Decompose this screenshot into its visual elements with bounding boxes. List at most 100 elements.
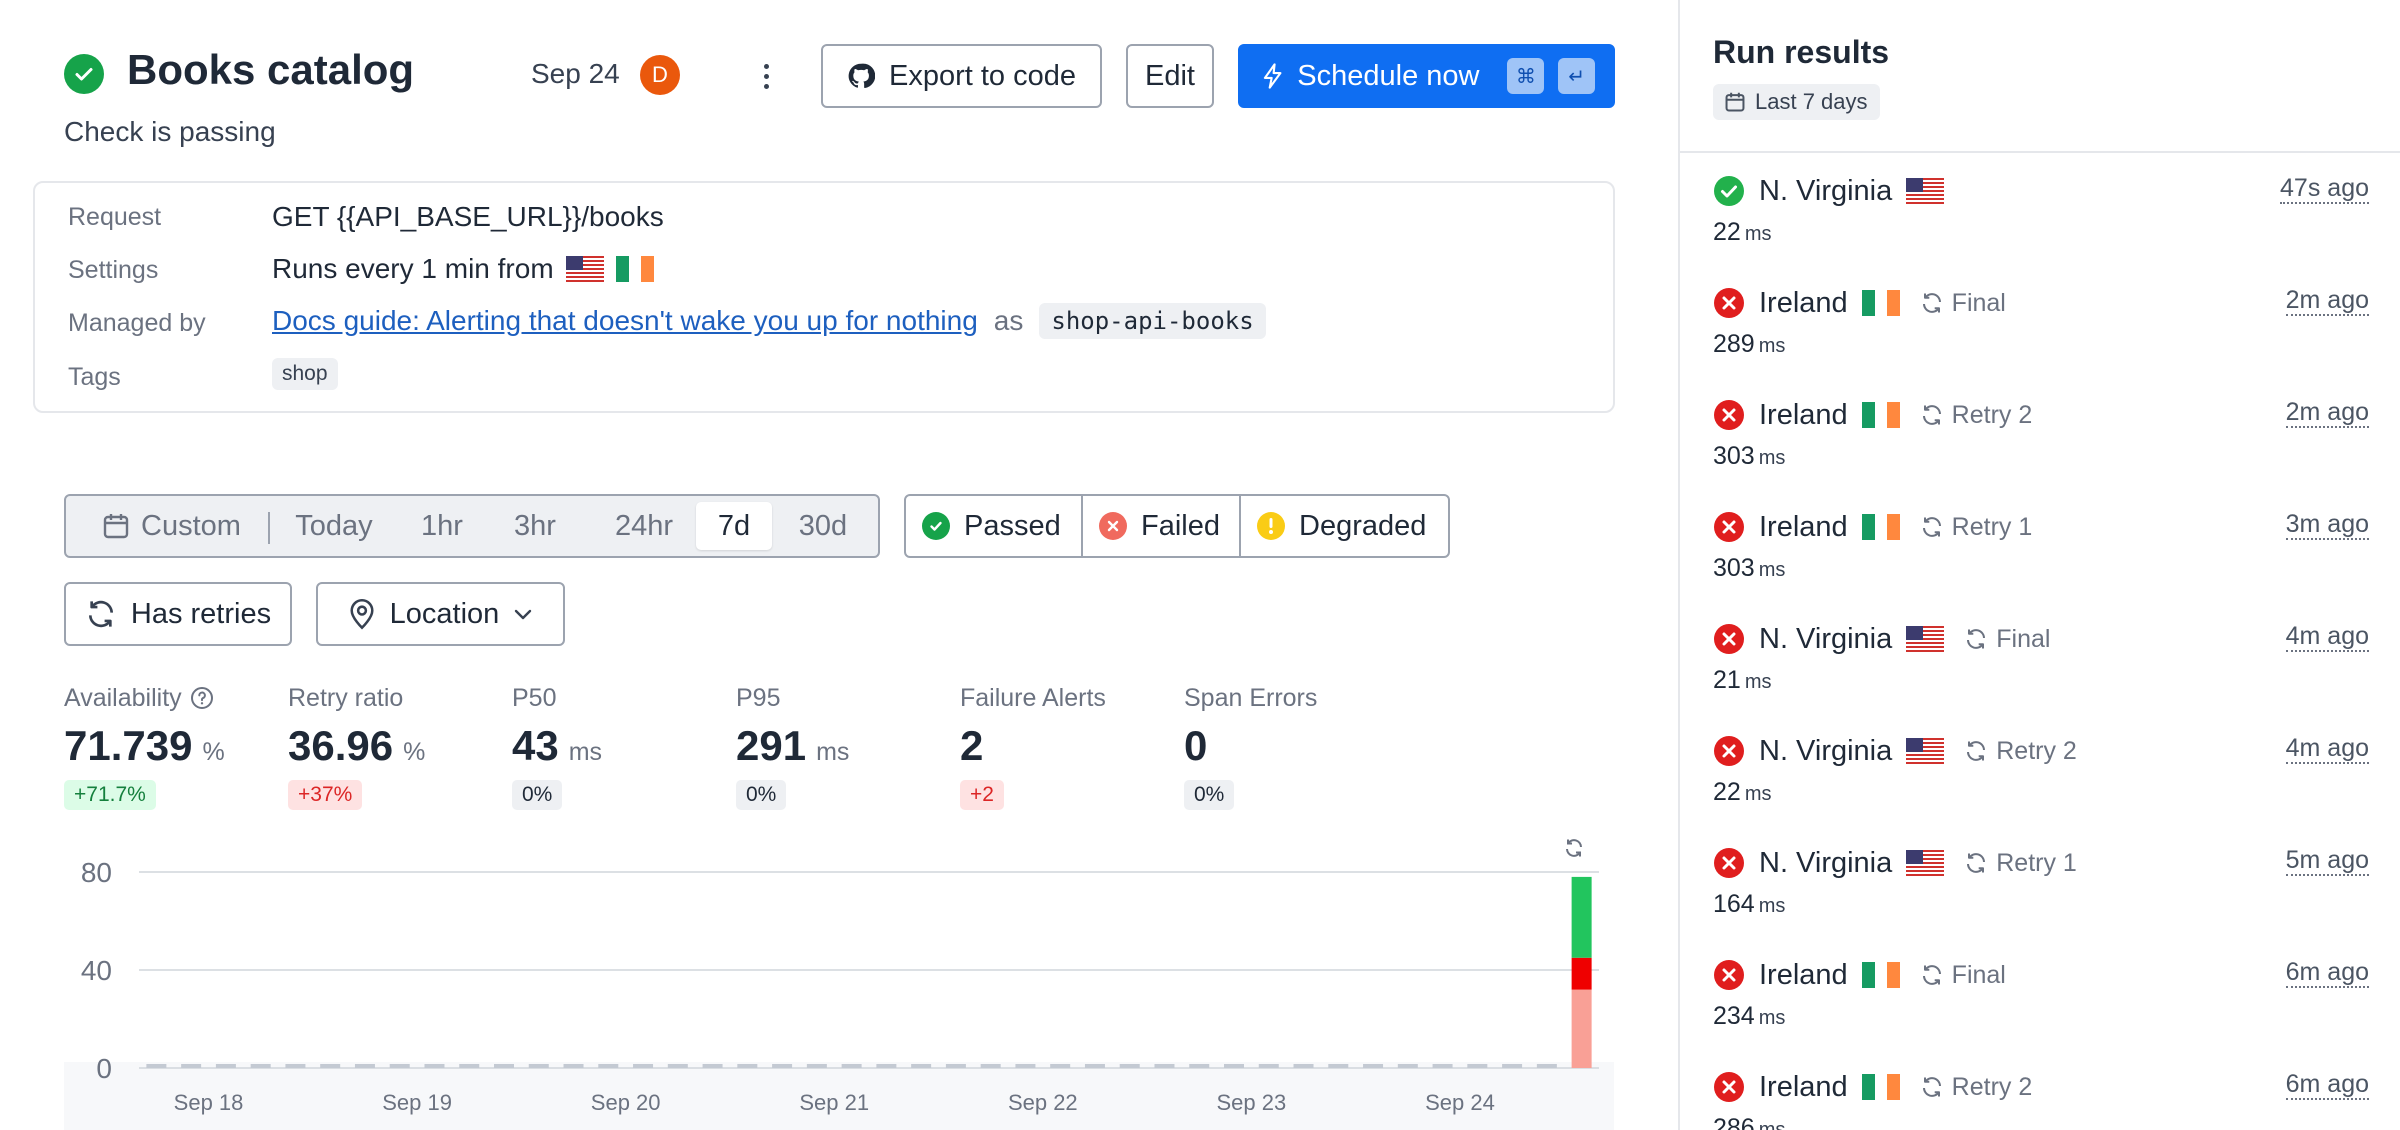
chart-bar-empty[interactable]: [1432, 1064, 1453, 1068]
chart-bar-empty[interactable]: [459, 1064, 480, 1068]
chart-bar-passed[interactable]: [1571, 876, 1592, 958]
run-results-title: Run results: [1713, 34, 1890, 70]
chart-bar-empty[interactable]: [354, 1064, 375, 1068]
chart-bar-empty[interactable]: [1084, 1064, 1105, 1068]
chart-bar-empty[interactable]: [806, 1064, 827, 1068]
run-time-ago[interactable]: 4m ago: [2285, 734, 2369, 764]
run-result-row[interactable]: Ireland Final 6m ago 234 ms: [1713, 958, 2369, 1058]
filter-passed[interactable]: Passed: [906, 496, 1083, 556]
chart-bar-empty[interactable]: [633, 1064, 654, 1068]
avatar[interactable]: D: [640, 55, 680, 95]
chart-bar-empty[interactable]: [146, 1064, 167, 1068]
calendar-icon: [103, 514, 129, 539]
run-result-row[interactable]: Ireland Final 2m ago 289 ms: [1713, 286, 2369, 386]
run-result-row[interactable]: N. Virginia 47s ago 22 ms: [1713, 174, 2369, 274]
chart-bar-empty[interactable]: [424, 1064, 445, 1068]
location-dropdown[interactable]: Location: [316, 582, 565, 646]
chart-bar-empty[interactable]: [1536, 1064, 1557, 1068]
chart-bar-empty[interactable]: [285, 1064, 306, 1068]
range-30d[interactable]: 30d: [798, 509, 848, 542]
run-location: N. Virginia: [1759, 622, 1893, 655]
filter-degraded[interactable]: Degraded: [1241, 496, 1448, 556]
run-duration: 303 ms: [1713, 442, 1785, 471]
chart-bar-empty[interactable]: [598, 1064, 619, 1068]
range-24hr[interactable]: 24hr: [614, 509, 674, 542]
chart-bar-empty[interactable]: [841, 1064, 862, 1068]
metric-value-row: 291 ms: [736, 722, 936, 770]
degraded-icon: [1257, 512, 1285, 540]
metric-label: Availability: [64, 683, 182, 712]
run-time-ago[interactable]: 6m ago: [2285, 958, 2369, 988]
chart-bar-empty[interactable]: [737, 1064, 758, 1068]
chart-bar-empty[interactable]: [876, 1064, 897, 1068]
chart-refresh-icon[interactable]: [1566, 839, 1582, 857]
chart-bar-empty[interactable]: [1258, 1064, 1279, 1068]
chart-bar-empty[interactable]: [1397, 1064, 1418, 1068]
tag-chip[interactable]: shop: [272, 358, 338, 390]
run-duration-value: 22: [1713, 778, 1741, 806]
chart-bar-empty[interactable]: [1502, 1064, 1523, 1068]
run-time-ago[interactable]: 2m ago: [2285, 398, 2369, 428]
metric-value-row: 43 ms: [512, 722, 712, 770]
run-time-ago[interactable]: 4m ago: [2285, 622, 2369, 652]
run-attempt: Retry 2: [1920, 401, 2032, 430]
run-attempt: Final: [1920, 289, 2006, 318]
run-time-ago[interactable]: 3m ago: [2285, 510, 2369, 540]
range-7d[interactable]: 7d: [696, 502, 772, 550]
help-icon[interactable]: [190, 686, 214, 710]
chart-bar-empty[interactable]: [667, 1064, 688, 1068]
run-time-ago[interactable]: 2m ago: [2285, 286, 2369, 316]
chart-bar-empty[interactable]: [250, 1064, 271, 1068]
chart-bar-empty[interactable]: [181, 1064, 202, 1068]
run-result-row[interactable]: Ireland Retry 2 2m ago 303 ms: [1713, 398, 2369, 498]
run-result-row[interactable]: N. Virginia Final 4m ago 21 ms: [1713, 622, 2369, 722]
chart-bar-empty[interactable]: [980, 1064, 1001, 1068]
docs-guide-link[interactable]: Docs guide: Alerting that doesn't wake y…: [272, 305, 978, 336]
run-time-ago[interactable]: 47s ago: [2280, 174, 2369, 204]
chart-bar-empty[interactable]: [563, 1064, 584, 1068]
filter-failed[interactable]: Failed: [1083, 496, 1241, 556]
chart-bar-empty[interactable]: [945, 1064, 966, 1068]
has-retries-button[interactable]: Has retries: [64, 582, 292, 646]
chart-bar-empty[interactable]: [1189, 1064, 1210, 1068]
schedule-now-button[interactable]: Schedule now ⌘ ↵: [1238, 44, 1615, 108]
chart-bar-empty[interactable]: [772, 1064, 793, 1068]
range-custom[interactable]: Custom: [82, 502, 262, 550]
metric-p50: P50 43 ms 0%: [512, 682, 712, 810]
chart-bar-empty[interactable]: [528, 1064, 549, 1068]
chart-bar-empty[interactable]: [1015, 1064, 1036, 1068]
chart-bar-empty[interactable]: [1050, 1064, 1071, 1068]
chart-bar-empty[interactable]: [1119, 1064, 1140, 1068]
chart-bar-empty[interactable]: [494, 1064, 514, 1068]
check-detail-panel: Books catalog Check is passing Sep 24 D …: [33, 44, 1615, 1115]
fail-status-icon: [1714, 288, 1744, 318]
range-today[interactable]: Today: [295, 509, 373, 542]
chart-bar-empty[interactable]: [702, 1064, 723, 1068]
chart-bar-empty[interactable]: [1293, 1064, 1314, 1068]
run-result-row[interactable]: Ireland Retry 2 6m ago 286 ms: [1713, 1070, 2369, 1130]
chart-bar-failed[interactable]: [1571, 957, 1592, 990]
chart-bar-empty[interactable]: [215, 1064, 236, 1068]
run-time-ago[interactable]: 6m ago: [2285, 1070, 2369, 1100]
chart-bar-empty[interactable]: [320, 1064, 341, 1068]
metric-value-row: 71.739 %: [64, 722, 264, 770]
chart-bar-empty[interactable]: [1328, 1064, 1349, 1068]
chart-bar-empty[interactable]: [1363, 1064, 1384, 1068]
edit-button[interactable]: Edit: [1126, 44, 1214, 108]
run-result-row[interactable]: N. Virginia Retry 2 4m ago 22 ms: [1713, 734, 2369, 834]
export-to-code-button[interactable]: Export to code: [821, 44, 1102, 108]
chart-bar-retried[interactable]: [1571, 989, 1592, 1068]
run-result-row[interactable]: N. Virginia Retry 1 5m ago 164 ms: [1713, 846, 2369, 946]
chart-bar-empty[interactable]: [389, 1064, 410, 1068]
chart-bar-empty[interactable]: [911, 1064, 932, 1068]
chart-bar-empty[interactable]: [1467, 1064, 1488, 1068]
run-results-range-chip[interactable]: Last 7 days: [1713, 84, 1880, 120]
chart-bar-empty[interactable]: [1154, 1064, 1175, 1068]
chart-bar-empty[interactable]: [1224, 1064, 1244, 1068]
run-time-ago[interactable]: 5m ago: [2285, 846, 2369, 876]
range-3hr[interactable]: 3hr: [514, 509, 556, 542]
range-1hr[interactable]: 1hr: [421, 509, 463, 542]
more-options-icon[interactable]: [746, 54, 786, 98]
run-result-row[interactable]: Ireland Retry 1 3m ago 303 ms: [1713, 510, 2369, 610]
fail-status-icon: [1714, 512, 1744, 542]
